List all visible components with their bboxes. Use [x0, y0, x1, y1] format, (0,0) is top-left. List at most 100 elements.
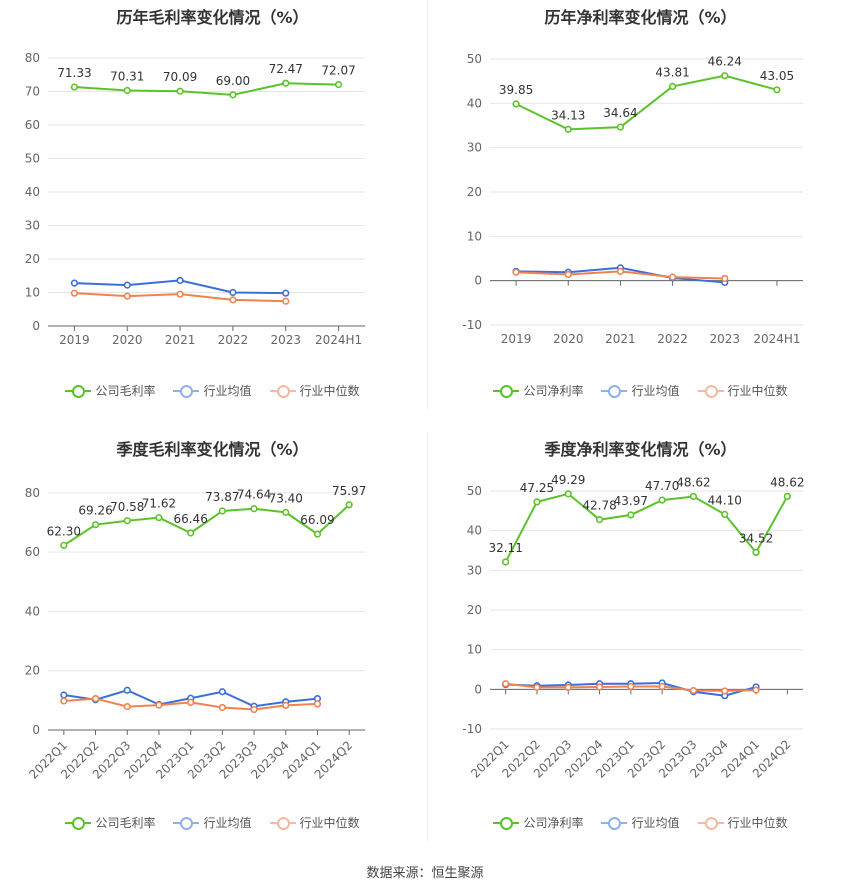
data-point-company — [123, 86, 131, 95]
data-point-company — [512, 100, 520, 108]
y-tick-label: 50 — [467, 484, 482, 498]
y-tick-label: 10 — [467, 229, 482, 243]
data-point-avg — [229, 288, 237, 297]
y-tick-label: 20 — [25, 664, 40, 678]
x-tick-label: 2019 — [501, 332, 532, 346]
data-point-company — [345, 501, 353, 509]
data-point-company — [313, 530, 322, 538]
data-point-median — [564, 683, 572, 691]
data-label: 73.87 — [205, 490, 239, 504]
data-label: 70.58 — [110, 500, 144, 514]
data-point-median — [187, 698, 195, 707]
y-tick-label: 30 — [467, 563, 482, 577]
y-tick-label: 10 — [467, 643, 482, 657]
data-point-median — [282, 701, 290, 709]
data-label: 69.26 — [78, 504, 112, 518]
y-tick-label: 0 — [474, 274, 482, 288]
data-point-avg — [176, 276, 184, 285]
data-point-avg — [60, 691, 68, 699]
data-point-company — [658, 496, 666, 504]
legend-item-avg[interactable]: 行业均值 — [601, 814, 680, 831]
data-point-median — [564, 270, 572, 279]
chart-title: 季度毛利率变化情况（%） — [116, 440, 309, 459]
data-point-company — [533, 498, 541, 506]
data-label: 42.78 — [582, 499, 616, 513]
data-point-company — [721, 72, 729, 80]
legend-label-company: 公司净利率 — [523, 816, 584, 830]
legend-item-median[interactable]: 行业中位数 — [697, 382, 788, 399]
y-tick-label: -10 — [462, 318, 482, 332]
legend-item-company[interactable]: 公司净利率 — [493, 814, 583, 831]
data-label: 70.31 — [110, 69, 144, 83]
data-label: 48.62 — [676, 475, 710, 489]
chart-plot: -10 0 10 20 30 40 50 2019 2020 2021 2022 2023 2024H1… — [462, 52, 803, 346]
data-point-company — [250, 505, 258, 513]
legend-item-avg[interactable]: 行业均值 — [173, 382, 252, 399]
legend-item-median[interactable]: 行业中位数 — [269, 382, 360, 399]
data-point-median — [60, 697, 68, 705]
y-tick-label: 80 — [25, 51, 40, 65]
data-point-company — [123, 517, 131, 525]
panel-divider — [427, 0, 428, 410]
chart-legend: 公司净利率 行业均值 行业中位数 — [428, 814, 850, 831]
x-tick-label: 2019 — [59, 333, 90, 347]
data-label: 47.70 — [645, 479, 679, 493]
legend-label-avg: 行业均值 — [203, 816, 252, 830]
data-point-median — [250, 705, 258, 714]
y-tick-label: 80 — [25, 486, 40, 500]
legend-item-company[interactable]: 公司毛利率 — [65, 814, 155, 831]
data-label: 49.29 — [551, 473, 585, 487]
y-tick-label: 40 — [25, 185, 40, 199]
legend-swatch-avg — [173, 816, 200, 830]
data-point-median — [91, 694, 100, 703]
legend-item-company[interactable]: 公司毛利率 — [65, 382, 155, 399]
data-point-median — [721, 274, 729, 283]
data-point-median — [668, 273, 677, 281]
x-tick-label: 2023 — [270, 333, 301, 347]
x-tick-label: 2023 — [709, 332, 740, 346]
x-tick-label: 2024H1 — [753, 332, 800, 346]
y-tick-label: 30 — [467, 141, 482, 155]
data-point-company — [70, 83, 79, 91]
legend-item-avg[interactable]: 行业均值 — [601, 382, 680, 399]
y-tick-label: 20 — [467, 185, 482, 199]
annual-net-margin-chart: 历年净利率变化情况（%） -10 0 10 20 30 40 50 2019 2020 2021 2… — [428, 0, 850, 430]
data-label: 43.05 — [760, 69, 794, 83]
data-point-company — [229, 91, 237, 99]
legend-item-avg[interactable]: 行业均值 — [173, 814, 252, 831]
legend-label-company: 公司毛利率 — [95, 384, 156, 398]
data-point-company — [773, 86, 781, 94]
x-tick-label: 2021 — [165, 333, 196, 347]
legend-swatch-median — [697, 816, 724, 830]
panel-divider — [427, 432, 428, 842]
legend-swatch-median — [269, 816, 296, 830]
y-tick-label: 40 — [25, 604, 40, 618]
data-point-avg — [123, 281, 131, 289]
legend-swatch-company — [65, 816, 92, 830]
data-point-company — [689, 492, 698, 501]
legend-item-median[interactable]: 行业中位数 — [269, 814, 360, 831]
data-point-median — [218, 703, 226, 712]
data-point-company — [91, 521, 100, 529]
legend-label-avg: 行业均值 — [203, 384, 252, 398]
y-tick-label: 0 — [474, 682, 482, 696]
series-line-company — [63, 504, 350, 547]
y-tick-label: 60 — [25, 118, 40, 132]
data-point-median — [721, 687, 729, 695]
data-point-company — [595, 516, 604, 524]
data-point-avg — [218, 688, 226, 696]
chart-plot: 0 10 20 30 40 50 60 70 80 2019 2020 2021 2022 2023 202… — [25, 51, 365, 347]
data-point-median — [616, 267, 625, 275]
chart-legend: 公司净利率 行业均值 行业中位数 — [428, 382, 850, 399]
data-point-company — [60, 541, 68, 549]
legend-label-median: 行业中位数 — [299, 816, 360, 830]
legend-item-median[interactable]: 行业中位数 — [697, 814, 788, 831]
legend-item-company[interactable]: 公司净利率 — [493, 382, 583, 399]
data-label: 75.97 — [332, 484, 366, 498]
x-tick-label: 2022 — [657, 332, 688, 346]
legend-label-median: 行业中位数 — [727, 384, 788, 398]
data-label: 39.85 — [499, 83, 533, 97]
data-label: 72.07 — [321, 64, 355, 78]
legend-label-median: 行业中位数 — [299, 384, 360, 398]
data-point-avg — [123, 686, 131, 694]
